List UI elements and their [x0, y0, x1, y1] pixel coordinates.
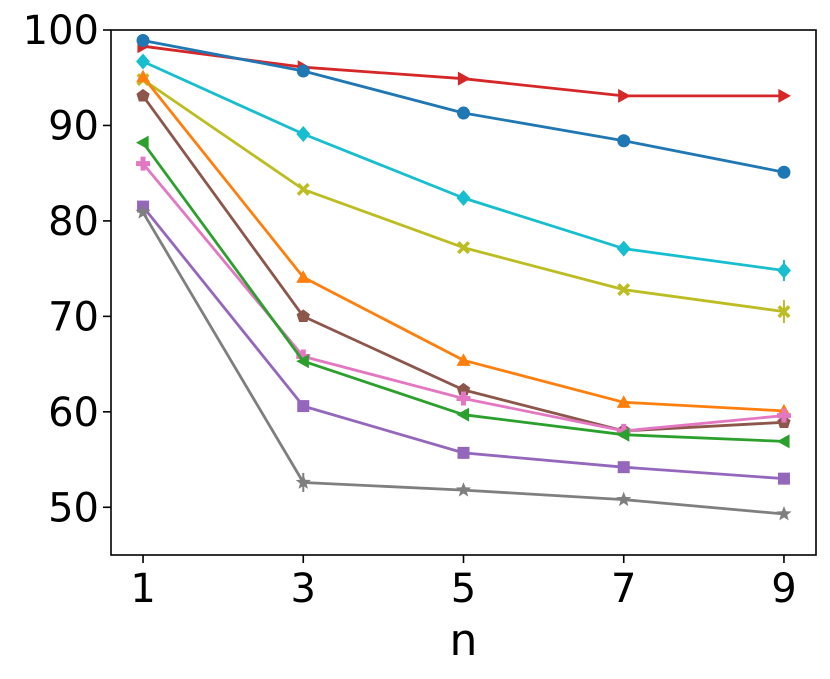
data-point [296, 182, 310, 196]
x-tick-label: 5 [451, 566, 476, 612]
data-point [456, 353, 471, 366]
x-tick-label: 1 [130, 566, 155, 612]
data-point [136, 69, 151, 83]
series-4 [136, 73, 791, 324]
series-line [142, 60, 785, 272]
data-point [456, 382, 471, 396]
data-point [618, 88, 631, 103]
data-point [616, 427, 630, 442]
data-point [296, 349, 311, 364]
data-point [296, 64, 310, 78]
data-point [136, 53, 151, 70]
data-point [295, 474, 311, 489]
data-point [776, 262, 791, 279]
y-tick-label: 50 [48, 485, 99, 531]
data-point [296, 126, 311, 143]
data-point [456, 391, 471, 406]
data-point [456, 407, 470, 422]
y-tick-label: 60 [48, 390, 99, 436]
data-point [455, 482, 472, 497]
data-point [776, 408, 791, 423]
series-1 [137, 39, 791, 103]
x-tick-label: 7 [611, 566, 636, 612]
series-8 [136, 135, 790, 449]
series-layer [135, 34, 792, 521]
data-point [456, 190, 471, 206]
y-tick-label: 80 [48, 199, 99, 245]
data-point [617, 283, 631, 297]
data-point [296, 354, 309, 369]
series-6 [136, 88, 791, 437]
data-point [777, 165, 791, 179]
y-tick-label: 100 [23, 8, 99, 54]
data-point [776, 434, 790, 449]
data-point [616, 395, 631, 408]
data-point [616, 491, 632, 507]
x-tick-label: 9 [771, 566, 796, 612]
data-point [617, 134, 631, 148]
data-point [135, 204, 151, 219]
data-point [776, 506, 792, 521]
data-point [136, 156, 151, 171]
data-point [777, 472, 790, 485]
data-point [457, 241, 470, 255]
data-point [136, 34, 150, 47]
x-axis-label: n [450, 615, 478, 666]
series-10 [135, 204, 792, 521]
series-line [142, 44, 784, 98]
series-2 [136, 34, 791, 179]
data-point [457, 71, 471, 86]
data-point [778, 88, 791, 103]
data-point [616, 240, 631, 257]
series-3 [136, 53, 791, 282]
data-point [777, 305, 791, 319]
x-tick-label: 3 [291, 566, 316, 612]
data-point [457, 446, 470, 459]
data-point [136, 135, 149, 150]
data-point [297, 400, 310, 413]
data-point [296, 270, 311, 283]
y-tick-label: 90 [48, 103, 99, 149]
series-9 [137, 200, 790, 485]
data-point [136, 88, 150, 102]
y-tick-label: 70 [48, 294, 99, 340]
data-point [296, 309, 310, 322]
data-point [617, 461, 630, 474]
data-point [457, 106, 470, 120]
axis-layer: 1 3 5 7 9 50 60 70 80 90 100 [23, 8, 797, 612]
